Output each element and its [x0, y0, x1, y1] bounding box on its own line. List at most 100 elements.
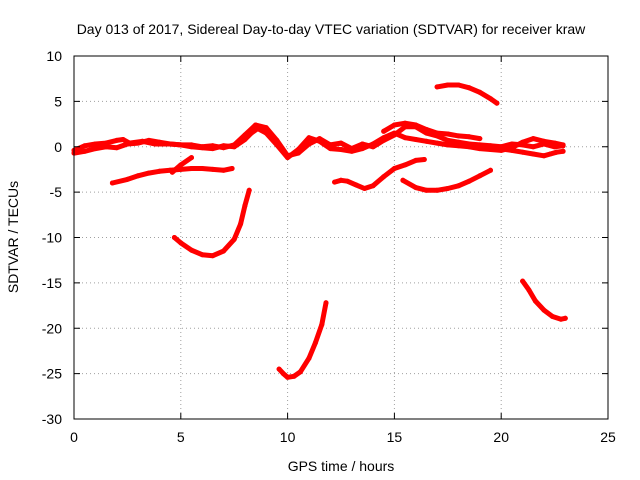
data-point — [349, 148, 355, 154]
series-line — [171, 187, 252, 259]
data-point — [103, 140, 109, 146]
x-tick-label: 0 — [70, 429, 78, 445]
data-point — [402, 162, 408, 168]
data-point — [541, 138, 547, 144]
data-point — [255, 126, 261, 132]
data-point — [494, 100, 500, 106]
data-point — [541, 307, 547, 313]
data-point — [109, 180, 115, 186]
series-arc-minus4-mid — [332, 157, 427, 191]
data-point — [434, 84, 440, 90]
series-arc-near-zero-c — [381, 120, 483, 142]
data-point — [381, 128, 387, 134]
data-point — [221, 248, 226, 254]
data-point — [199, 166, 205, 171]
data-point — [530, 136, 536, 142]
data-point — [238, 221, 244, 227]
series-arc-minus17 — [520, 278, 568, 322]
data-point — [263, 130, 269, 136]
data-point — [189, 247, 194, 253]
data-point — [319, 322, 325, 328]
data-point — [103, 144, 109, 150]
data-point — [456, 183, 461, 189]
data-point — [92, 141, 98, 147]
data-point — [434, 140, 440, 146]
data-point — [291, 373, 297, 379]
y-tick-label: -30 — [42, 411, 62, 427]
data-point — [530, 151, 536, 157]
data-point — [82, 143, 88, 149]
data-point — [520, 139, 526, 145]
data-point — [306, 135, 312, 141]
y-tick-label: -10 — [42, 230, 62, 246]
data-point — [477, 136, 483, 142]
data-point — [156, 139, 162, 145]
chart-title: Day 013 of 2017, Sidereal Day-to-day VTE… — [77, 21, 586, 37]
data-point — [344, 178, 350, 184]
data-point — [317, 138, 323, 144]
data-point — [547, 151, 553, 157]
y-tick-label: -20 — [42, 320, 62, 336]
data-point — [445, 137, 451, 143]
data-point — [520, 149, 526, 155]
data-point — [124, 141, 130, 147]
data-point — [532, 298, 538, 304]
data-point — [530, 144, 536, 150]
data-point — [338, 140, 344, 146]
series-line — [276, 300, 329, 380]
data-point — [402, 120, 408, 126]
data-point — [135, 173, 141, 179]
data-point — [445, 186, 451, 191]
data-point — [338, 177, 344, 183]
data-point — [276, 366, 282, 372]
data-point — [135, 140, 141, 146]
data-point — [498, 147, 504, 153]
data-point — [210, 146, 216, 152]
data-point — [477, 173, 483, 179]
data-point — [167, 141, 173, 147]
data-point — [323, 300, 329, 306]
data-point — [178, 142, 184, 148]
y-tick-label: -5 — [50, 184, 63, 200]
x-tick-label: 10 — [280, 429, 296, 445]
series-line — [381, 120, 483, 142]
data-point — [189, 144, 194, 150]
data-point — [178, 240, 184, 246]
data-point — [231, 144, 237, 150]
data-point — [312, 340, 318, 346]
y-tick-label: -15 — [42, 275, 62, 291]
y-axis-label: SDTVAR / TECUs — [5, 181, 21, 293]
data-point — [413, 122, 419, 128]
data-point — [445, 142, 451, 148]
data-point — [353, 182, 359, 188]
data-point — [199, 252, 205, 258]
data-point — [402, 135, 408, 141]
data-point — [359, 146, 365, 152]
data-point — [550, 314, 555, 319]
data-point — [332, 179, 338, 185]
data-point — [423, 127, 429, 132]
data-point — [400, 177, 406, 183]
data-point — [229, 166, 235, 171]
data-point — [92, 146, 98, 152]
series-arc-minus5 — [400, 167, 493, 193]
y-tick-label: 5 — [54, 93, 62, 109]
x-tick-label: 15 — [387, 429, 403, 445]
x-axis-label: GPS time / hours — [288, 458, 395, 474]
data-point — [423, 187, 429, 193]
data-point — [391, 130, 397, 136]
data-point — [456, 133, 461, 139]
data-point — [541, 153, 547, 159]
data-point — [285, 374, 291, 380]
data-point — [82, 148, 88, 154]
data-point — [466, 178, 472, 184]
series-arc-near-zero-d — [503, 147, 566, 159]
data-point — [413, 157, 419, 163]
data-point — [445, 131, 451, 137]
data-series — [71, 82, 568, 380]
series-arc-plus6 — [434, 82, 500, 106]
data-point — [199, 145, 205, 151]
data-point — [421, 157, 427, 162]
data-point — [466, 144, 472, 150]
x-tick-label: 25 — [600, 429, 616, 445]
